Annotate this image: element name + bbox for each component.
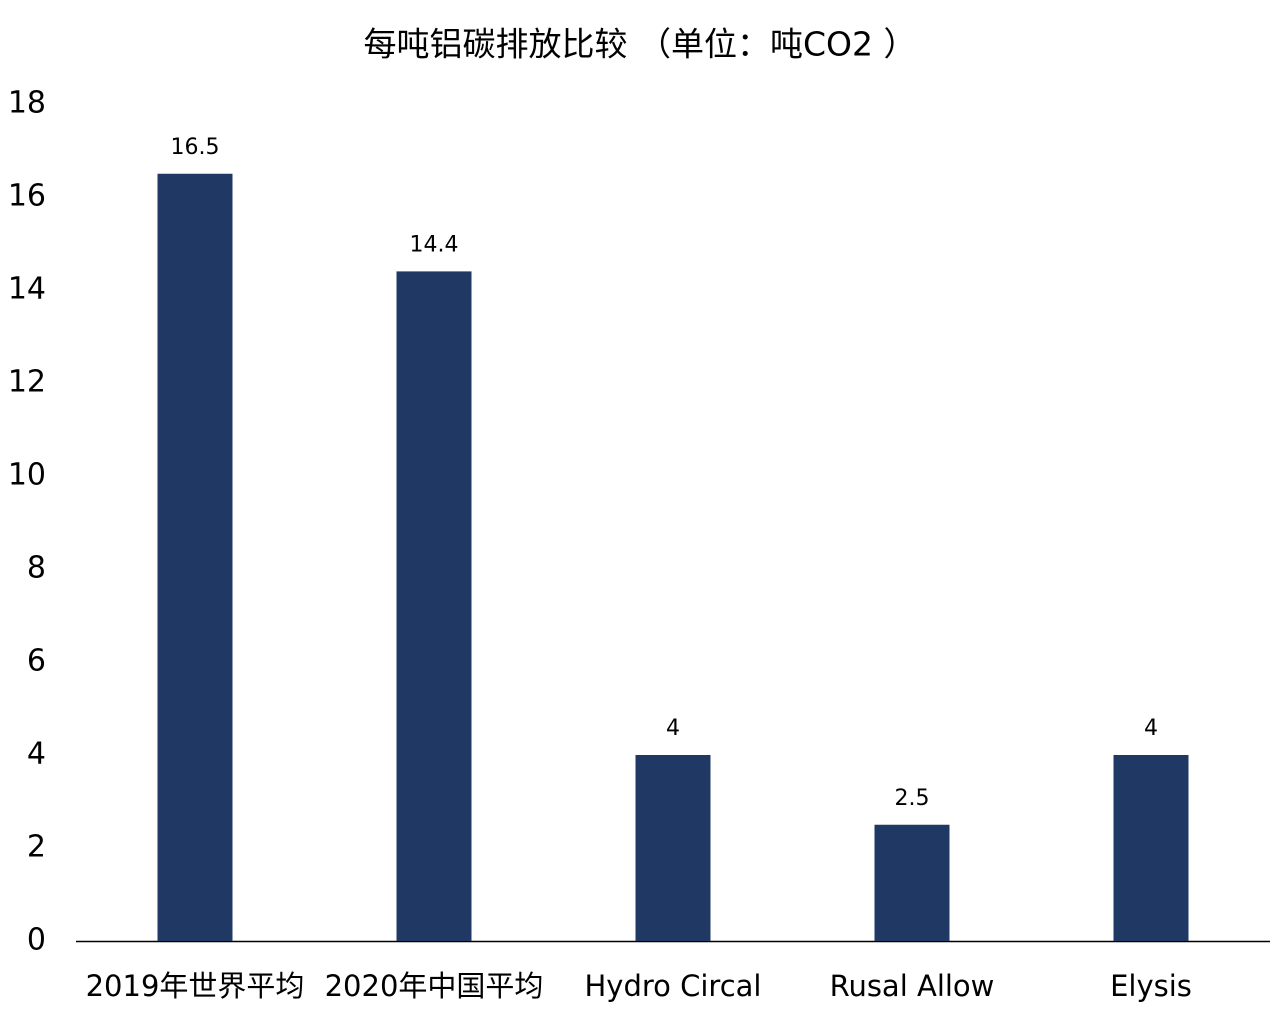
data-label: 16.5: [171, 135, 220, 160]
data-label: 4: [1144, 716, 1158, 741]
y-tick-label: 2: [27, 830, 46, 865]
data-label: 2.5: [895, 786, 930, 811]
x-tick-label: 2019年世界平均: [86, 969, 305, 1003]
y-tick-label: 4: [27, 737, 46, 772]
bar: [635, 755, 711, 941]
y-tick-label: 16: [8, 179, 46, 214]
data-label: 4: [666, 716, 680, 741]
x-tick-label: Rusal Allow: [830, 969, 995, 1003]
y-tick-label: 10: [8, 458, 46, 493]
x-tick-label: 2020年中国平均: [325, 969, 544, 1003]
chart-title: 每吨铝碳排放比较 （单位：吨CO2 ）: [364, 25, 917, 64]
x-tick-label: Elysis: [1110, 969, 1192, 1003]
x-tick-label: Hydro Circal: [585, 969, 762, 1003]
bar: [1113, 755, 1189, 941]
y-tick-label: 8: [27, 551, 46, 586]
y-tick-label: 12: [8, 365, 46, 400]
bar: [157, 173, 233, 941]
data-label: 14.4: [410, 232, 459, 257]
y-tick-label: 18: [8, 86, 46, 121]
y-tick-label: 0: [27, 923, 46, 958]
bar: [874, 824, 950, 941]
y-tick-label: 14: [8, 272, 46, 307]
bar: [396, 271, 472, 941]
y-tick-label: 6: [27, 644, 46, 679]
